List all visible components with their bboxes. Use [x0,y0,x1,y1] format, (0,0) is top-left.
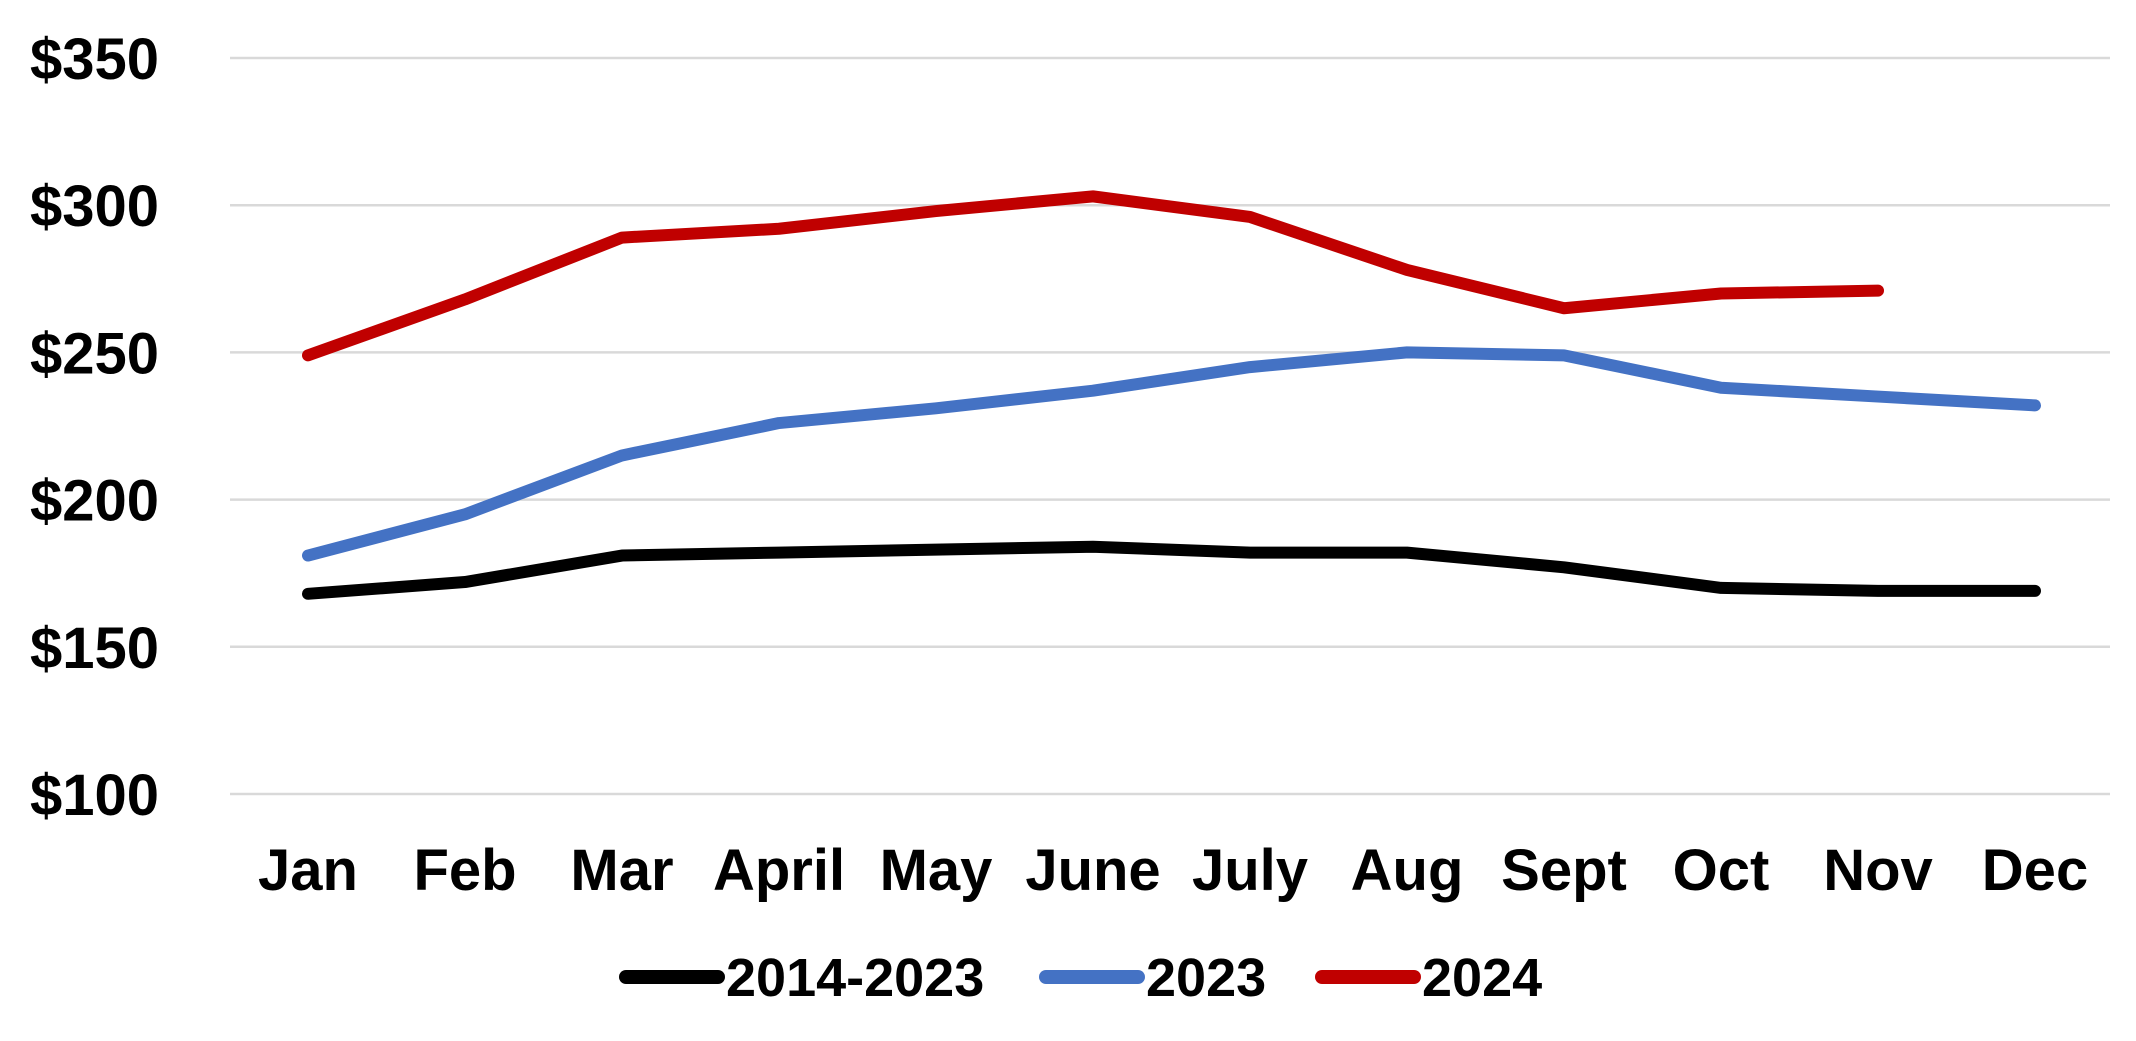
x-tick-label: Sept [1501,838,1627,903]
x-tick-label: June [1025,838,1160,903]
x-tick-label: July [1192,838,1308,903]
x-tick-label: Feb [413,838,516,903]
x-tick-label: Nov [1823,838,1933,903]
y-tick-label: $100 [30,763,159,828]
x-tick-label: Oct [1673,838,1770,903]
y-tick-label: $150 [30,616,159,681]
legend-label: 2024 [1422,948,1542,1008]
y-tick-label: $350 [30,27,159,92]
y-tick-label: $200 [30,469,159,534]
x-tick-label: Jan [258,838,358,903]
x-tick-label: May [880,838,993,903]
gridlines [230,56,2110,796]
legend-label: 2014-2023 [726,948,984,1008]
x-tick-label: Dec [1982,838,2088,903]
y-tick-label: $250 [30,321,159,386]
x-tick-label: Mar [570,838,673,903]
x-axis-tick-labels: Jan Feb Mar April May June July Aug Sept Oct Nov De… [258,838,2088,903]
legend: 2014-2023 2023 2024 [619,948,1542,1008]
series-line-2023 [302,346,2041,562]
series-line-2014-2023 [302,540,2041,600]
y-tick-label: $300 [30,174,159,239]
series-line-2024 [302,190,1884,362]
x-tick-label: Aug [1351,838,1464,903]
series-lines [302,190,2041,600]
x-tick-label: April [713,838,845,903]
y-axis-tick-labels: $100 $150 $200 $250 $300 $350 [30,27,159,828]
legend-label: 2023 [1146,948,1266,1008]
